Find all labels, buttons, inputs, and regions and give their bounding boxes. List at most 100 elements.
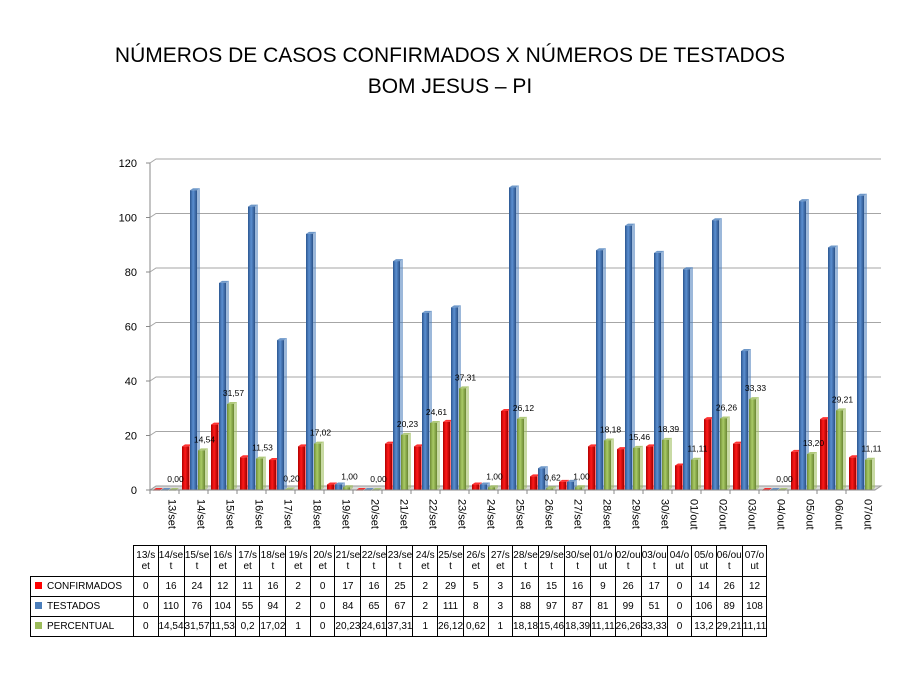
table-cell: 37,31 — [386, 616, 414, 637]
table-cell: 94 — [259, 596, 287, 617]
table-cell: 26 — [715, 576, 743, 597]
bar-percentual — [691, 457, 701, 490]
legend-entry: CONFIRMADOS — [30, 576, 134, 597]
table-header-cell: 06/out — [715, 545, 743, 577]
bar-side — [698, 457, 701, 490]
bar-front — [501, 410, 508, 490]
bar-top — [517, 416, 527, 419]
x-tick-label: 14/set — [195, 499, 207, 529]
bar-top — [256, 456, 266, 459]
table-cell: 2 — [412, 576, 438, 597]
table-cell: 16 — [564, 576, 592, 597]
table-cell: 18,18 — [512, 616, 540, 637]
bar-front — [683, 269, 690, 490]
bar-testados — [335, 482, 345, 490]
table-cell: 25 — [386, 576, 414, 597]
table-row: PERCENTUAL 0 14,54 31,57 11,53 0,2 17,02 1 0 20,2… — [30, 616, 768, 637]
table-header-cell: 17/set — [234, 545, 261, 577]
table-cell: 9 — [590, 576, 616, 597]
bar-top — [749, 397, 759, 400]
bar-front — [546, 488, 553, 490]
bar-front — [559, 481, 566, 490]
bar-testados — [596, 248, 606, 490]
table-cell: 2 — [285, 596, 311, 617]
bar-percentual — [749, 397, 759, 490]
table-row: TESTADOS 0 110 76 104 55 94 2 0 84 65 67 2 111 8 3 88 97 8… — [30, 596, 768, 617]
bar-side — [669, 437, 672, 490]
x-tick-label: 28/set — [601, 499, 613, 529]
x-tick-label: 05/out — [804, 499, 816, 530]
bar-side — [553, 486, 556, 490]
bar-front — [488, 487, 495, 490]
table-cell: 11,11 — [741, 616, 768, 637]
table-cell: 1 — [285, 616, 311, 637]
table-cell: 3 — [487, 576, 514, 597]
legend-label: CONFIRMADOS — [47, 581, 122, 592]
x-tick-label: 25/set — [514, 499, 526, 529]
bar-front — [865, 459, 872, 490]
table-cell: 18,39 — [564, 616, 592, 637]
bar-front — [414, 446, 421, 490]
percent-data-label: 24,61 — [426, 407, 448, 417]
percent-data-label: 15,46 — [629, 432, 651, 442]
bar-percentual — [430, 420, 440, 490]
bar-testados — [248, 204, 258, 490]
percent-data-label: 18,39 — [658, 424, 680, 434]
bar-front — [530, 476, 537, 490]
x-tick-label: 24/set — [485, 499, 497, 529]
bar-percentual — [836, 408, 846, 490]
bar-top — [190, 188, 200, 191]
bar-top — [857, 193, 867, 196]
bar-top — [343, 485, 353, 488]
bar-top — [704, 417, 714, 420]
bar-top — [393, 259, 403, 262]
table-header-cell: 23/set — [386, 545, 414, 577]
table-header-cell: 03/out — [640, 545, 668, 577]
bar-testados — [857, 193, 867, 490]
bar-front — [849, 457, 856, 490]
bar-testados — [306, 231, 316, 490]
bar-front — [654, 252, 661, 490]
x-tick-label: 27/set — [572, 499, 584, 529]
percent-data-label: 20,23 — [397, 419, 419, 429]
bar-side — [690, 267, 693, 490]
table-cell: 55 — [234, 596, 261, 617]
bar-percentual — [256, 456, 266, 490]
bar-front — [646, 446, 653, 490]
table-cell: 0 — [666, 596, 693, 617]
y-tick-label: 120 — [119, 158, 137, 170]
bar-top — [198, 448, 208, 451]
bar-percentual — [604, 438, 614, 490]
table-header-cell: 01/out — [590, 545, 616, 577]
percent-labels-layer: 0,00 14,54 31,57 11,53 0,20 17,02 1,00 0,00 20,2… — [167, 372, 882, 484]
y-tick-label: 100 — [119, 213, 137, 225]
bar-front — [430, 422, 437, 490]
bar-testados — [190, 188, 200, 490]
bar-top — [530, 474, 540, 477]
bar-front — [198, 450, 205, 490]
bar-testados — [654, 250, 664, 490]
table-header-cell: 30/set — [564, 545, 592, 577]
y-axis: 0 20 40 60 80 100 120 — [119, 158, 137, 497]
bar-top — [662, 437, 672, 440]
bar-top — [625, 223, 635, 226]
bar-front — [335, 484, 342, 490]
legend-entry: TESTADOS — [30, 596, 134, 617]
percent-data-label: 14,54 — [194, 434, 216, 444]
bar-chart: 0 20 40 60 80 100 120 0,00 14,54 31,57 11,53 0,20 1… — [119, 158, 883, 530]
x-tick-label: 21/set — [398, 499, 410, 529]
bars-layer — [153, 185, 875, 491]
table-cell: 97 — [538, 596, 566, 617]
table-cell: 11 — [234, 576, 261, 597]
bar-front — [807, 454, 814, 490]
table-header-cell: 14/set — [157, 545, 185, 577]
bar-front — [675, 465, 682, 490]
bar-front — [712, 220, 719, 490]
x-tick-label: 17/set — [282, 499, 294, 529]
bar-percentual — [459, 386, 469, 490]
bar-front — [443, 421, 450, 490]
bar-percentual — [633, 445, 643, 490]
percent-data-label: 1,00 — [486, 471, 503, 481]
bar-side — [843, 408, 846, 490]
percent-data-label: 0,00 — [167, 474, 184, 484]
